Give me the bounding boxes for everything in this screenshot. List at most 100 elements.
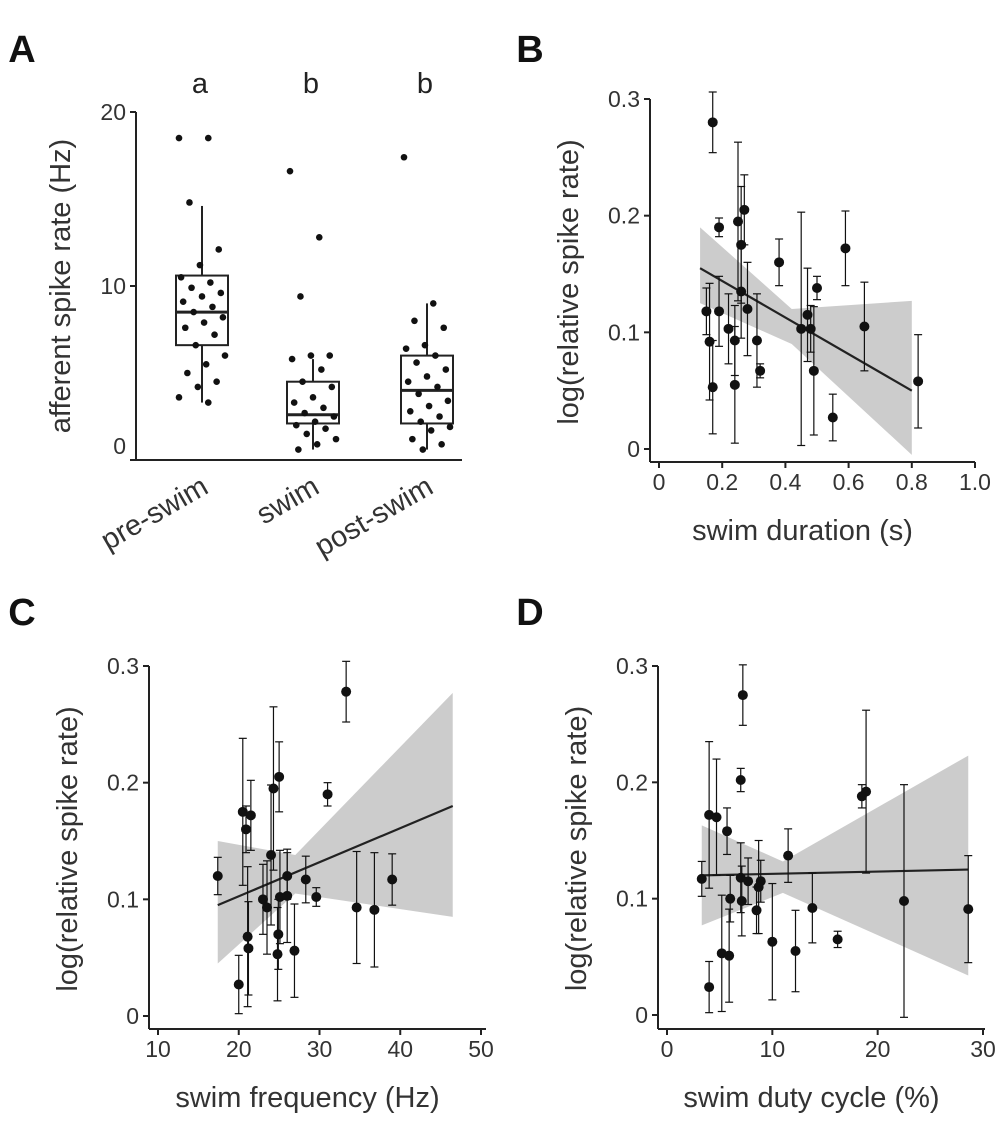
data-point [297, 293, 304, 300]
x-axis-title: swim duty cycle (%) [683, 1082, 939, 1114]
data-point [733, 216, 743, 227]
data-point [714, 306, 725, 317]
y-axis-title: afferent spike rate (Hz) [45, 139, 77, 433]
data-point [735, 775, 746, 786]
y-tick-label: 20 [100, 99, 126, 125]
data-point [899, 895, 909, 906]
x-tick-label: 30 [307, 1036, 333, 1062]
data-point [179, 298, 187, 305]
y-axis-title: log(relative spike rate) [561, 706, 593, 991]
data-point [409, 435, 416, 443]
data-point [202, 361, 210, 368]
data-point [237, 806, 248, 817]
data-point [427, 427, 435, 434]
data-point [807, 902, 818, 913]
x-tick-label: 0 [653, 469, 666, 495]
data-point [184, 369, 191, 377]
data-point [711, 812, 722, 823]
x-axis-title: swim frequency (Hz) [175, 1082, 439, 1114]
y-tick-label: 0 [126, 1003, 139, 1029]
data-point [704, 982, 715, 993]
data-point [812, 283, 822, 293]
x-tick-label: 0.2 [706, 469, 738, 495]
y-tick-label: 10 [100, 273, 126, 299]
data-point [802, 309, 813, 320]
y-tick-label: 0 [627, 436, 640, 462]
data-point [406, 407, 414, 415]
data-point [701, 306, 712, 317]
y-tick-label: 0.3 [608, 86, 640, 112]
data-point [783, 850, 794, 861]
data-point [751, 905, 762, 916]
data-point [963, 904, 974, 915]
data-point [425, 402, 433, 410]
data-point [320, 404, 327, 412]
regression-line [217, 804, 454, 907]
y-tick-label: 0.1 [608, 319, 640, 345]
data-point [322, 789, 333, 800]
x-tick-label: 40 [387, 1036, 413, 1062]
data-point [274, 771, 285, 782]
data-point [242, 931, 253, 942]
data-point [796, 323, 807, 334]
x-tick-label: 0.8 [896, 469, 928, 495]
data-point [213, 378, 220, 386]
y-tick-label: 0 [113, 433, 126, 459]
data-point [204, 134, 212, 142]
y-tick-label: 0.3 [107, 653, 139, 679]
data-point [309, 394, 317, 401]
data-point [175, 394, 183, 401]
data-point [387, 874, 398, 885]
panel-label-c: C [8, 592, 35, 634]
data-point [215, 246, 223, 253]
data-point [723, 323, 734, 334]
panel-label-a: A [8, 29, 35, 71]
data-point [808, 365, 819, 376]
panel-c: C 0 0.1 0.2 0.3 10 20 30 40 50 swim frequency (Hz)… [8, 592, 494, 1114]
x-tick-label: 1.0 [959, 469, 991, 495]
data-point [736, 286, 747, 297]
panel-label-b: B [516, 29, 543, 71]
data-point [301, 409, 308, 417]
panel-label-d: D [516, 592, 543, 634]
data-point [299, 378, 306, 386]
data-point [725, 893, 736, 904]
data-point [257, 894, 268, 905]
data-point [704, 336, 715, 347]
y-tick-label: 0.2 [107, 770, 139, 796]
data-point [755, 365, 766, 376]
data-point [419, 446, 427, 453]
data-point [714, 222, 725, 233]
significance-letter: b [303, 68, 319, 100]
significance-letter: a [192, 68, 209, 100]
data-point [181, 324, 189, 332]
data-point [790, 946, 801, 957]
data-point [421, 341, 429, 349]
confidence-band [701, 755, 969, 976]
x-tick-label: 0.6 [833, 469, 865, 495]
data-point [767, 936, 778, 947]
confidence-band [217, 692, 453, 964]
data-point [192, 341, 200, 349]
data-point [300, 874, 311, 885]
panel-b: B 0 0.1 0.2 0.3 0 0.2 0.4 0.6 0.8 1.0 swim duration… [516, 29, 991, 547]
data-point [266, 850, 277, 860]
data-point [332, 435, 340, 443]
significance-letter: b [417, 68, 433, 100]
data-point [440, 324, 448, 332]
data-point [442, 366, 450, 373]
data-point [262, 902, 273, 913]
data-point [859, 321, 870, 332]
data-point [282, 890, 293, 901]
data-point [311, 892, 322, 902]
data-point [273, 929, 284, 940]
data-point [707, 382, 718, 393]
data-point [292, 421, 300, 429]
x-category-label: pre-swim [96, 470, 214, 557]
data-point [751, 335, 762, 346]
data-point [743, 876, 754, 887]
regression-line [701, 868, 969, 877]
x-category-label: post-swim [309, 470, 438, 563]
data-point [211, 331, 218, 339]
y-axis-title: log(relative spike rate) [52, 706, 84, 991]
